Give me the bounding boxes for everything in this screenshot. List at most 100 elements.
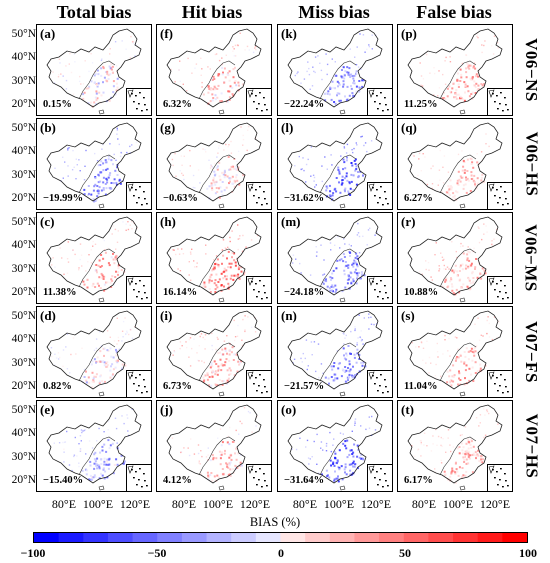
map-panel: (r) 10.88% (397, 212, 513, 304)
lon-label-80e: 80°E (411, 497, 437, 511)
hainan-outline (218, 203, 225, 209)
panel-bias-value: −31.64% (284, 475, 325, 486)
south-china-sea-inset (487, 276, 512, 303)
map-panel: (j) 4.12% (156, 400, 272, 492)
hainan-outline (339, 391, 346, 397)
south-china-sea-inset (367, 276, 392, 303)
hainan-outline (459, 297, 466, 303)
lon-label-120e: 120°E (360, 497, 392, 511)
map-panel: (n) −21.57% (277, 306, 393, 398)
bias-dots (292, 222, 378, 293)
region-boundary (319, 342, 357, 382)
panel-bias-value: −22.24% (284, 99, 325, 110)
bias-dots (171, 125, 257, 200)
map-panel: (h) 16.14% (156, 212, 272, 304)
bias-dots (419, 33, 499, 102)
hainan-outline (98, 203, 105, 209)
china-outline (166, 404, 262, 484)
region-boundary (78, 154, 116, 194)
china-outline (287, 28, 383, 108)
colorbar-cell (403, 533, 429, 542)
lat-label: 40°N (11, 239, 36, 251)
region-boundary (198, 342, 236, 382)
hainan-outline (218, 391, 225, 397)
lon-label-80e: 80°E (171, 497, 197, 511)
south-china-sea-inset (246, 464, 271, 491)
region-boundary (78, 248, 116, 288)
bias-dots (418, 223, 498, 296)
lon-label-120e: 120°E (239, 497, 271, 511)
lat-label: 30°N (11, 169, 36, 181)
row-label-v06-hs: V06−HS (522, 131, 541, 197)
region-boundary (439, 60, 477, 100)
row-label-v06-ms: V06−MS (522, 224, 541, 292)
panel-bias-value: 0.15% (43, 99, 72, 110)
bias-dots (170, 32, 257, 105)
colorbar-cell (255, 533, 281, 542)
bias-dots (291, 415, 377, 483)
colorbar-cell (34, 533, 60, 542)
colorbar-cell (502, 533, 527, 542)
colorbar-cell (280, 533, 306, 542)
hainan-outline (218, 485, 225, 491)
panel-bias-value: 6.17% (404, 475, 433, 486)
colorbar-cell (354, 533, 380, 542)
region-boundary (439, 436, 477, 476)
panel-label: (h) (160, 214, 176, 229)
hainan-outline (459, 391, 466, 397)
panel-bias-value: 6.73% (163, 381, 192, 392)
bias-dots (50, 317, 136, 389)
map-panel: (t) 6.17% (397, 400, 513, 492)
map-panel: (d) 0.82% (36, 306, 152, 398)
hainan-outline (339, 297, 346, 303)
lat-label: 50°N (11, 122, 36, 134)
lat-label: 20°N (11, 192, 36, 204)
panel-label: (q) (401, 120, 417, 135)
south-china-sea-inset (487, 182, 512, 209)
panel-bias-value: 10.88% (404, 287, 439, 298)
colorbar-cell (107, 533, 134, 542)
bias-dots (411, 316, 500, 387)
panel-bias-value: −15.40% (43, 475, 84, 486)
lat-label: 50°N (11, 216, 36, 228)
lat-label: 40°N (11, 145, 36, 157)
colorbar-cell (132, 533, 158, 542)
lon-label-100e: 100°E (323, 497, 355, 511)
region-boundary (78, 342, 116, 382)
south-china-sea-inset (246, 370, 271, 397)
lat-label: 30°N (11, 75, 36, 87)
south-china-sea-inset (126, 88, 151, 115)
panel-bias-value: 6.32% (163, 99, 192, 110)
south-china-sea-inset (487, 370, 512, 397)
lat-label: 30°N (11, 357, 36, 369)
colorbar-cell (428, 533, 454, 542)
panel-label: (s) (401, 308, 415, 323)
lat-label: 50°N (11, 28, 36, 40)
panel-bias-value: 11.38% (43, 287, 77, 298)
china-outline (46, 28, 142, 108)
lat-label: 40°N (11, 333, 36, 345)
panel-label: (k) (281, 26, 297, 41)
panel-label: (l) (281, 120, 294, 135)
panel-label: (j) (160, 402, 173, 417)
map-panel: (m) −24.18% (277, 212, 393, 304)
china-outline (166, 28, 262, 108)
panel-bias-value: −19.99% (43, 193, 84, 204)
south-china-sea-inset (126, 370, 151, 397)
lat-label: 20°N (11, 380, 36, 392)
hainan-outline (218, 109, 225, 115)
colorbar-tick-minus100: −100 (20, 546, 46, 560)
panel-label: (m) (281, 214, 301, 229)
map-panel: (c) 11.38% (36, 212, 152, 304)
lat-label: 30°N (11, 451, 36, 463)
bias-dots (294, 33, 377, 106)
lon-label-100e: 100°E (202, 497, 234, 511)
panel-bias-value: −21.57% (284, 381, 325, 392)
lat-label: 30°N (11, 263, 36, 275)
map-panel: (q) 6.27% (397, 118, 513, 210)
china-outline (287, 122, 383, 202)
map-panel: (k) −22.24% (277, 24, 393, 116)
region-boundary (198, 248, 236, 288)
colorbar-cell (305, 533, 331, 542)
hainan-outline (339, 485, 346, 491)
